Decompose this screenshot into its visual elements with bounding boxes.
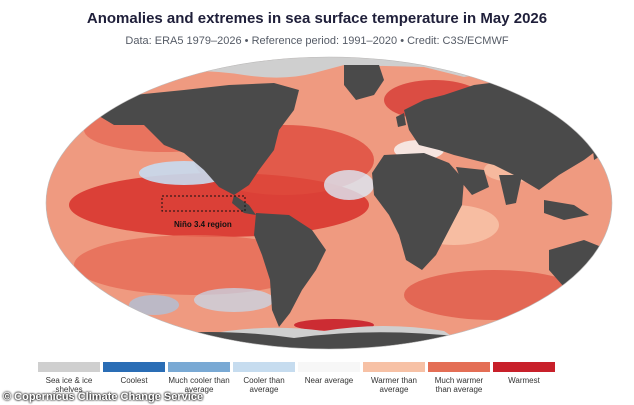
copyright-credit: © Copernicus Climate Change Service [3, 391, 204, 403]
world-map: Niño 3.4 region [45, 56, 613, 350]
globe-outline [45, 56, 613, 350]
legend-item-cooler: Cooler than average [233, 362, 295, 394]
south-america [254, 213, 326, 327]
southeast-asia [544, 200, 589, 220]
legend-swatch-much-warmer [428, 362, 490, 372]
legend-item-much-warmer: Much warmer than average [428, 362, 490, 394]
legend-item-warmer: Warmer than average [363, 362, 425, 394]
legend-item-coolest: Coolest [103, 362, 165, 385]
nino-region-label: Niño 3.4 region [174, 220, 232, 229]
legend-label-near-average: Near average [304, 376, 354, 385]
legend-label-coolest: Coolest [120, 376, 148, 385]
legend-item-warmest: Warmest [493, 362, 555, 385]
legend-swatch-warmer [363, 362, 425, 372]
legend-swatch-warmest [493, 362, 555, 372]
africa [372, 153, 464, 270]
legend-label-warmer: Warmer than average [371, 376, 417, 394]
map-subtitle: Data: ERA5 1979–2026 • Reference period:… [125, 35, 509, 47]
legend-label-much-cooler: Much cooler than average [168, 376, 230, 394]
antarctica [46, 332, 612, 349]
legend-label-much-warmer: Much warmer than average [434, 376, 484, 394]
legend-label-sea-ice: Sea ice & ice shelves [45, 376, 93, 394]
india [499, 175, 522, 205]
legend-label-cooler: Cooler than average [243, 376, 285, 394]
legend-swatch-cooler [233, 362, 295, 372]
arabia [456, 167, 489, 195]
legend-swatch-near-average [298, 362, 360, 372]
legend-swatch-much-cooler [168, 362, 230, 372]
greenland [344, 65, 384, 100]
legend-item-much-cooler: Much cooler than average [168, 362, 230, 394]
legend-swatch-sea-ice [38, 362, 100, 372]
new-zealand [70, 283, 82, 303]
legend-swatch-coolest [103, 362, 165, 372]
nino-region-box [161, 195, 246, 212]
legend-item-near-average: Near average [298, 362, 360, 385]
british-isles [396, 113, 406, 127]
legend-label-warmest: Warmest [508, 376, 540, 385]
legend-item-sea-ice: Sea ice & ice shelves [38, 362, 100, 394]
central-america [232, 195, 256, 215]
north-america [89, 83, 299, 195]
map-title: Anomalies and extremes in sea surface te… [86, 10, 548, 27]
